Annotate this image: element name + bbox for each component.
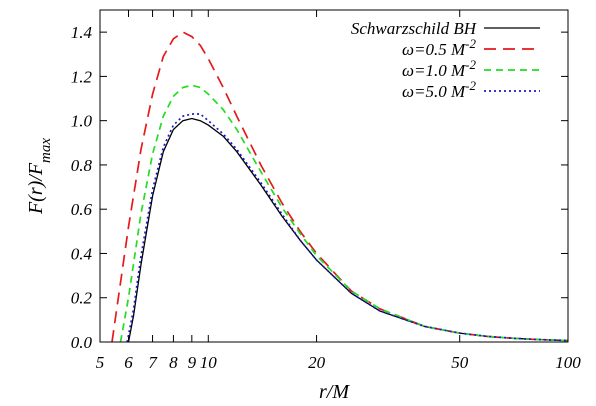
x-tick-label: 5 (96, 353, 105, 372)
x-tick-label: 100 (555, 353, 581, 372)
series-line (119, 84, 569, 343)
x-tick-label: 7 (148, 353, 158, 372)
tick-labels: 0.0 0.2 0.4 0.6 0.8 1.0 1.2 1.4 5 6 7 8 9 10 20 50 100 (71, 23, 582, 372)
y-tick-label: 0.8 (71, 156, 93, 175)
y-tick-label: 1.0 (71, 112, 93, 131)
y-tick-label: 1.4 (71, 23, 93, 42)
legend-label: ω=1.0 M-2 (402, 57, 476, 81)
x-tick-label: 9 (188, 353, 197, 372)
x-tick-label: 10 (200, 353, 218, 372)
y-tick-label: 0.6 (71, 200, 93, 219)
x-tick-label: 6 (124, 353, 133, 372)
plot-frame (99, 9, 569, 343)
y-tick-label: 0.2 (71, 289, 93, 308)
x-tick-label: 50 (451, 353, 469, 372)
tick-marks (99, 10, 569, 343)
y-axis-label: F(r)/Fmax (25, 138, 54, 215)
legend: Schwarzschild BHω=0.5 M-2ω=1.0 M-2ω=5.0 … (351, 19, 540, 101)
legend-label: ω=5.0 M-2 (402, 78, 476, 102)
x-tick-label: 8 (169, 353, 178, 372)
y-tick-label: 1.2 (71, 67, 93, 86)
series-lines (111, 31, 569, 343)
series-line (111, 31, 569, 343)
x-tick-label: 20 (308, 353, 326, 372)
y-tick-label: 0.0 (71, 333, 93, 352)
legend-label: Schwarzschild BH (351, 19, 478, 38)
series-line (126, 113, 569, 343)
series-line (127, 117, 569, 343)
legend-label: ω=0.5 M-2 (402, 36, 476, 60)
y-tick-label: 0.4 (71, 244, 93, 263)
x-axis-label: r/M (319, 381, 350, 403)
